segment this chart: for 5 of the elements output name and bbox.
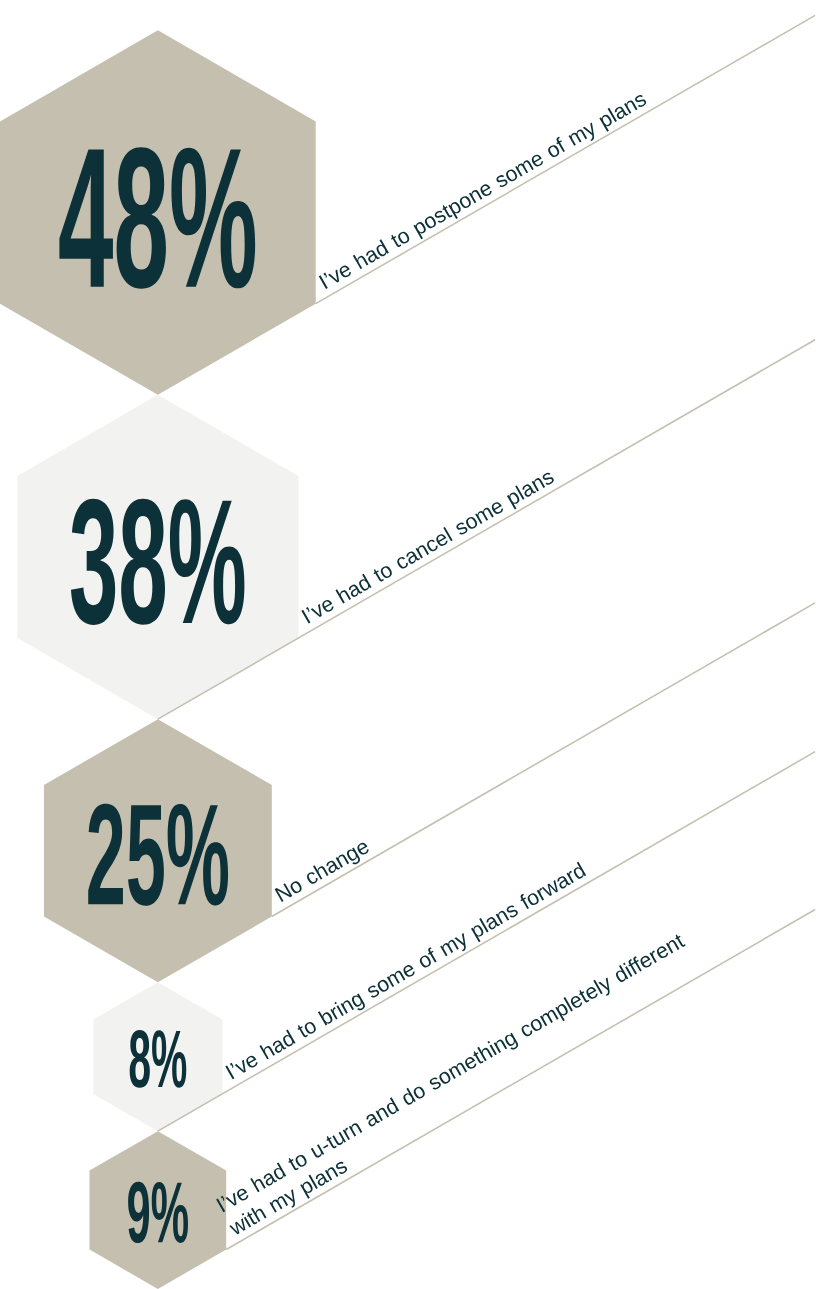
data-label: 9%: [128, 1181, 189, 1244]
data-label: 38%: [71, 498, 245, 625]
data-label: 8%: [129, 1030, 187, 1088]
data-label: 48%: [59, 147, 256, 289]
data-label: 25%: [88, 803, 229, 906]
